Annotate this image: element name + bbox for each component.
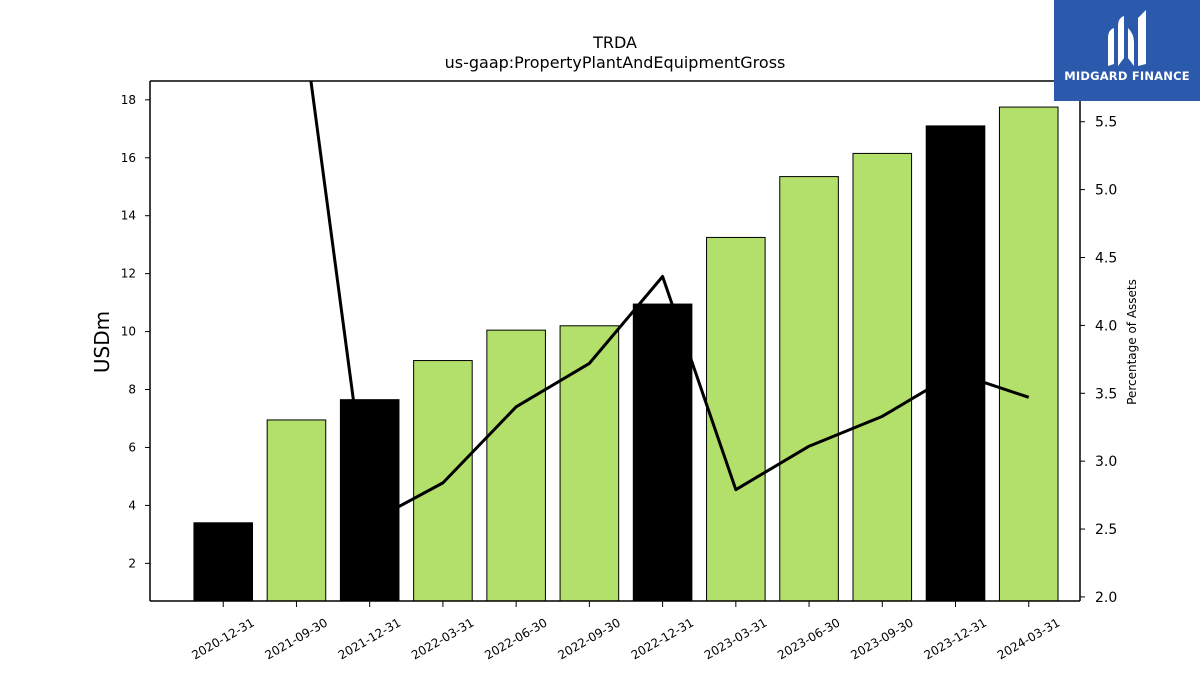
- bar-2023-03-31: [706, 236, 766, 602]
- x-tick-label: 2022-06-30: [482, 615, 549, 662]
- y2-tick-label: 4.5: [1095, 251, 1117, 267]
- y2-axis-label: Percentage of Assets: [1125, 279, 1139, 405]
- midgard-logo-icon: [1108, 10, 1146, 66]
- x-tick-label: 2022-03-31: [409, 615, 476, 662]
- y-tick-label: 16: [121, 151, 136, 165]
- y2-tick-label: 2.0: [1095, 590, 1117, 606]
- y2-tick-label: 3.0: [1095, 454, 1117, 470]
- x-tick-label: 2023-03-31: [702, 615, 769, 662]
- bar-2020-12-31: [193, 522, 254, 602]
- x-tick-label: 2020-12-31: [189, 615, 256, 662]
- x-tick-label: 2023-06-30: [775, 615, 842, 662]
- chart-subtitle: us-gaap:PropertyPlantAndEquipmentGross: [445, 53, 786, 72]
- x-tick-label: 2021-09-30: [263, 615, 330, 662]
- x-tick-label: 2022-12-31: [629, 615, 696, 662]
- y2-tick-label: 5.0: [1095, 183, 1117, 199]
- bar-2023-09-30: [852, 152, 913, 602]
- x-tick-label: 2021-12-31: [336, 615, 403, 662]
- brand-logo: MIDGARD FINANCE: [1054, 0, 1200, 101]
- y-tick-label: 10: [121, 325, 136, 339]
- x-tick-label: 2023-09-30: [848, 615, 915, 662]
- y-tick-label: 4: [128, 498, 136, 512]
- x-tick-label: 2023-12-31: [922, 615, 989, 662]
- bar-2022-09-30: [559, 325, 620, 602]
- bar-2023-06-30: [779, 176, 839, 602]
- y-tick-label: 8: [128, 383, 136, 397]
- bar-2021-12-31: [339, 399, 400, 602]
- bar-2022-12-31: [632, 303, 693, 602]
- x-tick-label: 2024-03-31: [995, 615, 1062, 662]
- bar-2023-12-31: [925, 125, 986, 602]
- y-tick-label: 14: [121, 209, 136, 223]
- y-tick-label: 6: [128, 440, 136, 454]
- chart-title: TRDA: [592, 33, 637, 52]
- x-tick-label: 2022-09-30: [555, 615, 622, 662]
- y2-tick-label: 3.5: [1095, 386, 1117, 402]
- y2-tick-label: 4.0: [1095, 318, 1117, 334]
- y-tick-label: 12: [121, 267, 136, 281]
- y-tick-label: 18: [121, 93, 136, 107]
- y2-tick-label: 2.5: [1095, 522, 1117, 538]
- logo-text: MIDGARD FINANCE: [1064, 69, 1190, 83]
- y-tick-label: 2: [128, 556, 136, 570]
- y2-tick-label: 5.5: [1095, 115, 1117, 131]
- bar-2022-06-30: [486, 329, 546, 602]
- y-axis-label: USDm: [90, 311, 114, 373]
- bar-2021-09-30: [266, 419, 327, 602]
- bar-2024-03-31: [998, 106, 1059, 602]
